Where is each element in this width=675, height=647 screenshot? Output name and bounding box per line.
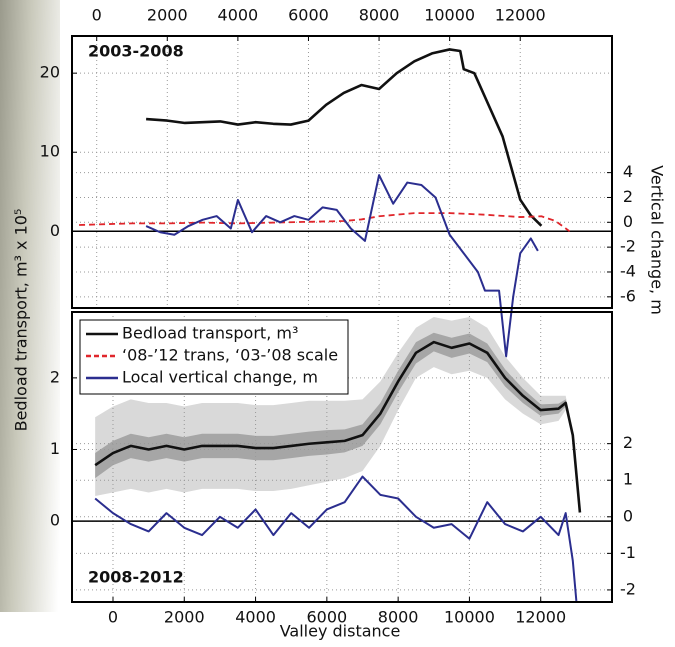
y-tick-label: 0 [50,511,60,530]
y2-tick-label: 0 [623,212,633,231]
x-tick-label: 8000 [378,608,419,627]
legend-label: Bedload transport, m³ [122,324,298,343]
y-tick-label: 2 [50,367,60,386]
y2-tick-label: 2 [623,187,633,206]
y-tick-label: 10 [40,142,60,161]
y2-tick-label: -2 [620,237,636,256]
x-tick-label: 4000 [235,608,276,627]
y-tick-label: 20 [40,63,60,82]
y2-tick-label: -4 [620,261,636,280]
panel-label: 2003-2008 [88,42,184,61]
x-tick-label: 2000 [164,608,205,627]
x-tick-label: 12000 [495,6,546,25]
x-tick-label: 10000 [444,608,495,627]
y2-tick-label: 2 [623,433,633,452]
y2-tick-label: -6 [620,286,636,305]
legend-label: ‘08-’12 trans, ‘03-’08 scale [122,346,338,365]
chart: Bedload transport, m³ x 10⁵ Vertical cha… [0,0,675,643]
x-tick-label: 0 [92,6,102,25]
x-tick-label: 6000 [288,6,329,25]
panel-label: 2008-2012 [88,568,184,587]
y2-tick-label: -2 [620,579,636,598]
y2-tick-label: 4 [623,162,633,181]
legend-label: Local vertical change, m [122,368,318,387]
y2-tick-label: 0 [623,506,633,525]
x-tick-label: 4000 [218,6,259,25]
y2-tick-label: 1 [623,470,633,489]
y-tick-label: 0 [50,221,60,240]
x-tick-label: 8000 [359,6,400,25]
x-tick-label: 2000 [147,6,188,25]
x-tick-label: 12000 [515,608,566,627]
x-tick-label: 0 [108,608,118,627]
x-tick-label: 6000 [306,608,347,627]
y-axis-label: Bedload transport, m³ x 10⁵ [12,209,31,432]
y-tick-label: 1 [50,439,60,458]
x-tick-label: 10000 [424,6,475,25]
chart-bg [60,0,675,612]
y2-axis-label: Vertical change, m [648,165,667,315]
y2-tick-label: -1 [620,543,636,562]
